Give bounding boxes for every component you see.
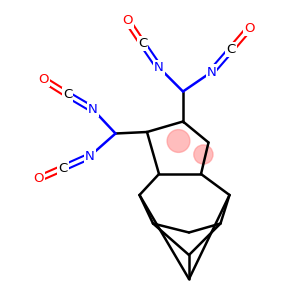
Circle shape <box>194 145 213 164</box>
Text: O: O <box>244 22 254 35</box>
Text: C: C <box>226 43 236 56</box>
Text: O: O <box>122 14 133 28</box>
Text: N: N <box>154 61 164 74</box>
Text: O: O <box>38 73 49 86</box>
Text: O: O <box>34 172 44 185</box>
Text: N: N <box>85 149 95 163</box>
Text: N: N <box>207 65 216 79</box>
Circle shape <box>167 130 190 152</box>
Text: C: C <box>63 88 72 101</box>
Text: N: N <box>88 103 98 116</box>
Text: C: C <box>138 37 147 50</box>
Text: C: C <box>58 161 68 175</box>
